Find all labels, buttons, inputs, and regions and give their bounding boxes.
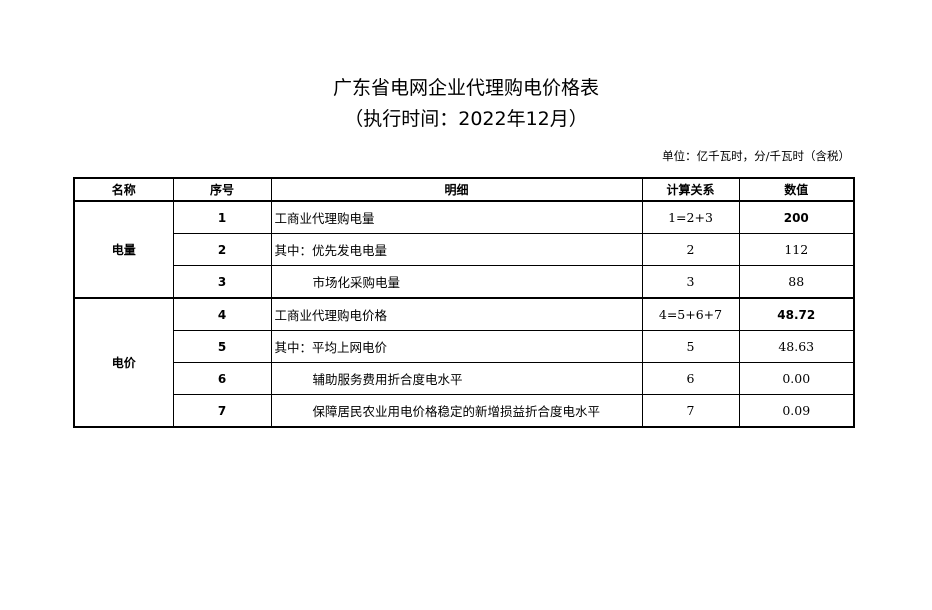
- header-no: 序号: [172, 177, 272, 202]
- row-value: 88: [738, 265, 855, 299]
- row-detail: 其中：优先发电电量: [270, 233, 643, 266]
- row-calc: 3: [641, 265, 740, 299]
- row-number: 6: [172, 362, 272, 395]
- row-detail: 工商业代理购电量: [270, 200, 643, 234]
- header-value: 数值: [738, 177, 855, 202]
- row-detail: 工商业代理购电价格: [270, 297, 643, 331]
- group-name: 电价: [73, 297, 174, 428]
- table-row: 7 保障居民农业用电价格稳定的新增损益折合度电水平 7 0.09: [74, 394, 855, 428]
- row-value: 48.63: [738, 330, 855, 363]
- row-calc: 7: [641, 394, 740, 428]
- table-row: 电价 4 工商业代理购电价格 4=5+6+7 48.72: [73, 297, 855, 428]
- table-row: 5 其中：平均上网电价 5 48.63: [74, 330, 855, 363]
- row-number: 4: [172, 297, 272, 331]
- row-number: 1: [172, 200, 272, 234]
- table-header-row: 名称 序号 明细 计算关系 数值: [73, 177, 855, 202]
- row-calc: 1=2+3: [641, 200, 740, 234]
- table-row: 2 其中：优先发电电量 2 112: [74, 233, 855, 266]
- row-value: 0.00: [738, 362, 855, 395]
- row-detail: 市场化采购电量: [270, 265, 643, 299]
- unit-note: 单位：亿千瓦时，分/千瓦时（含税）: [662, 149, 850, 163]
- row-number: 3: [172, 265, 272, 299]
- row-value: 48.72: [738, 297, 855, 331]
- header-calc: 计算关系: [641, 177, 740, 202]
- row-detail: 保障居民农业用电价格稳定的新增损益折合度电水平: [270, 394, 643, 428]
- row-value: 0.09: [738, 394, 855, 428]
- price-table: 名称 序号 明细 计算关系 数值 电量 1 工商业代理购电量 1=2+3 200 2 其中：…: [73, 177, 855, 428]
- header-name: 名称: [73, 177, 174, 202]
- row-calc: 6: [641, 362, 740, 395]
- row-number: 2: [172, 233, 272, 266]
- row-calc: 2: [641, 233, 740, 266]
- row-detail: 辅助服务费用折合度电水平: [270, 362, 643, 395]
- row-value: 200: [738, 200, 855, 234]
- table-row: 电量 1 工商业代理购电量 1=2+3 200: [73, 200, 855, 299]
- header-detail: 明细: [270, 177, 643, 202]
- table-row: 3 市场化采购电量 3 88: [74, 265, 855, 299]
- row-value: 112: [738, 233, 855, 266]
- row-number: 5: [172, 330, 272, 363]
- row-number: 7: [172, 394, 272, 428]
- table-row: 6 辅助服务费用折合度电水平 6 0.00: [74, 362, 855, 395]
- group-name: 电量: [73, 200, 174, 299]
- row-detail: 其中：平均上网电价: [270, 330, 643, 363]
- page-subtitle: （执行时间：2022年12月）: [344, 108, 588, 130]
- page-title: 广东省电网企业代理购电价格表: [332, 77, 599, 99]
- row-calc: 5: [641, 330, 740, 363]
- row-calc: 4=5+6+7: [641, 297, 740, 331]
